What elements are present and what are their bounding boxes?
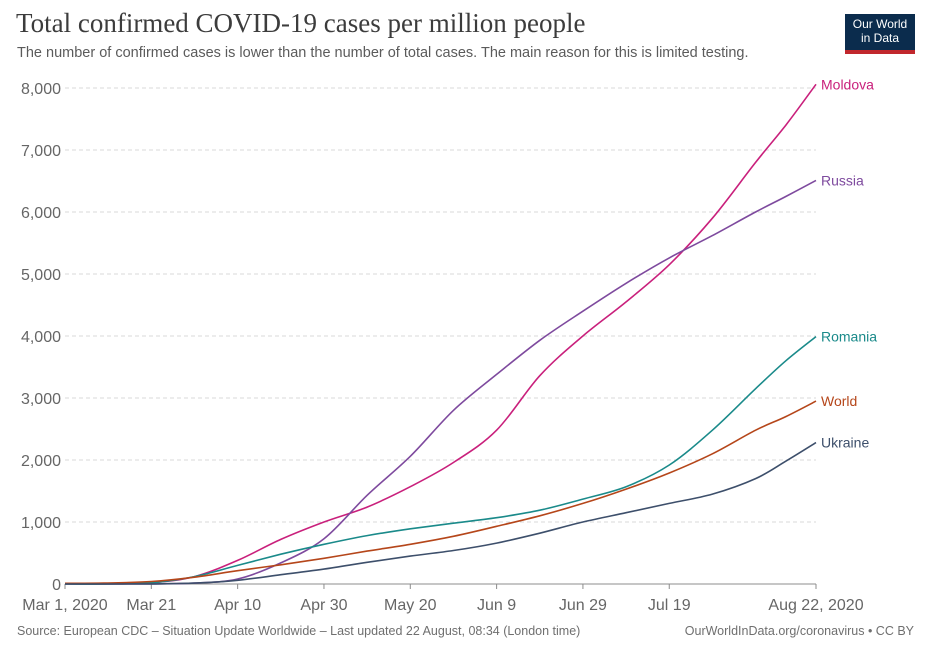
x-tick-label: Apr 10 [214, 597, 261, 614]
y-tick-label: 4,000 [21, 329, 61, 346]
y-tick-label: 0 [52, 577, 61, 594]
series-lines [64, 83, 817, 585]
x-tick-label: Jun 9 [477, 597, 516, 614]
series-line-world[interactable] [64, 400, 817, 585]
series-label-moldova[interactable]: Moldova [821, 76, 874, 92]
series-labels: Moldova Russia Romania World Ukraine [821, 76, 877, 450]
y-axis: 0 1,000 2,000 3,000 4,000 5,000 6,000 7,000 8,00… [21, 81, 61, 594]
y-tick-label: 5,000 [21, 267, 61, 284]
y-tick-label: 2,000 [21, 453, 61, 470]
x-tick-label: Apr 30 [300, 597, 347, 614]
y-tick-label: 7,000 [21, 143, 61, 160]
logo-line-2: in Data [860, 31, 900, 45]
y-tick-label: 1,000 [21, 515, 61, 532]
x-tick-label: Jul 19 [648, 597, 691, 614]
x-tick-label: Mar 21 [126, 597, 176, 614]
x-tick-label: May 20 [384, 597, 437, 614]
x-tick-label: Mar 1, 2020 [22, 597, 107, 614]
source-note: Source: European CDC – Situation Update … [17, 624, 581, 638]
logo-line-1: Our World [852, 17, 908, 31]
x-tick-label: Aug 22, 2020 [768, 597, 863, 614]
series-label-russia[interactable]: Russia [821, 172, 864, 188]
series-line-ukraine[interactable] [65, 441, 817, 585]
y-tick-label: 6,000 [21, 205, 61, 222]
series-label-world[interactable]: World [821, 393, 857, 409]
y-tick-label: 8,000 [21, 81, 61, 98]
series-line-russia[interactable] [65, 179, 817, 585]
credit-link[interactable]: OurWorldInData.org/coronavirus • CC BY [684, 624, 914, 638]
series-line-moldova[interactable] [64, 83, 817, 585]
series-label-ukraine[interactable]: Ukraine [821, 435, 869, 451]
x-axis: Mar 1, 2020 Mar 21 Apr 10 Apr 30 May 20 Jun 9… [22, 584, 864, 614]
series-label-romania[interactable]: Romania [821, 329, 877, 345]
gridlines [65, 87, 816, 585]
owid-logo[interactable]: Our World in Data [845, 14, 915, 54]
x-tick-label: Jun 29 [559, 597, 607, 614]
chart-subtitle: The number of confirmed cases is lower t… [17, 45, 749, 61]
y-tick-label: 3,000 [21, 391, 61, 408]
chart-title: Total confirmed COVID-19 cases per milli… [16, 8, 586, 38]
